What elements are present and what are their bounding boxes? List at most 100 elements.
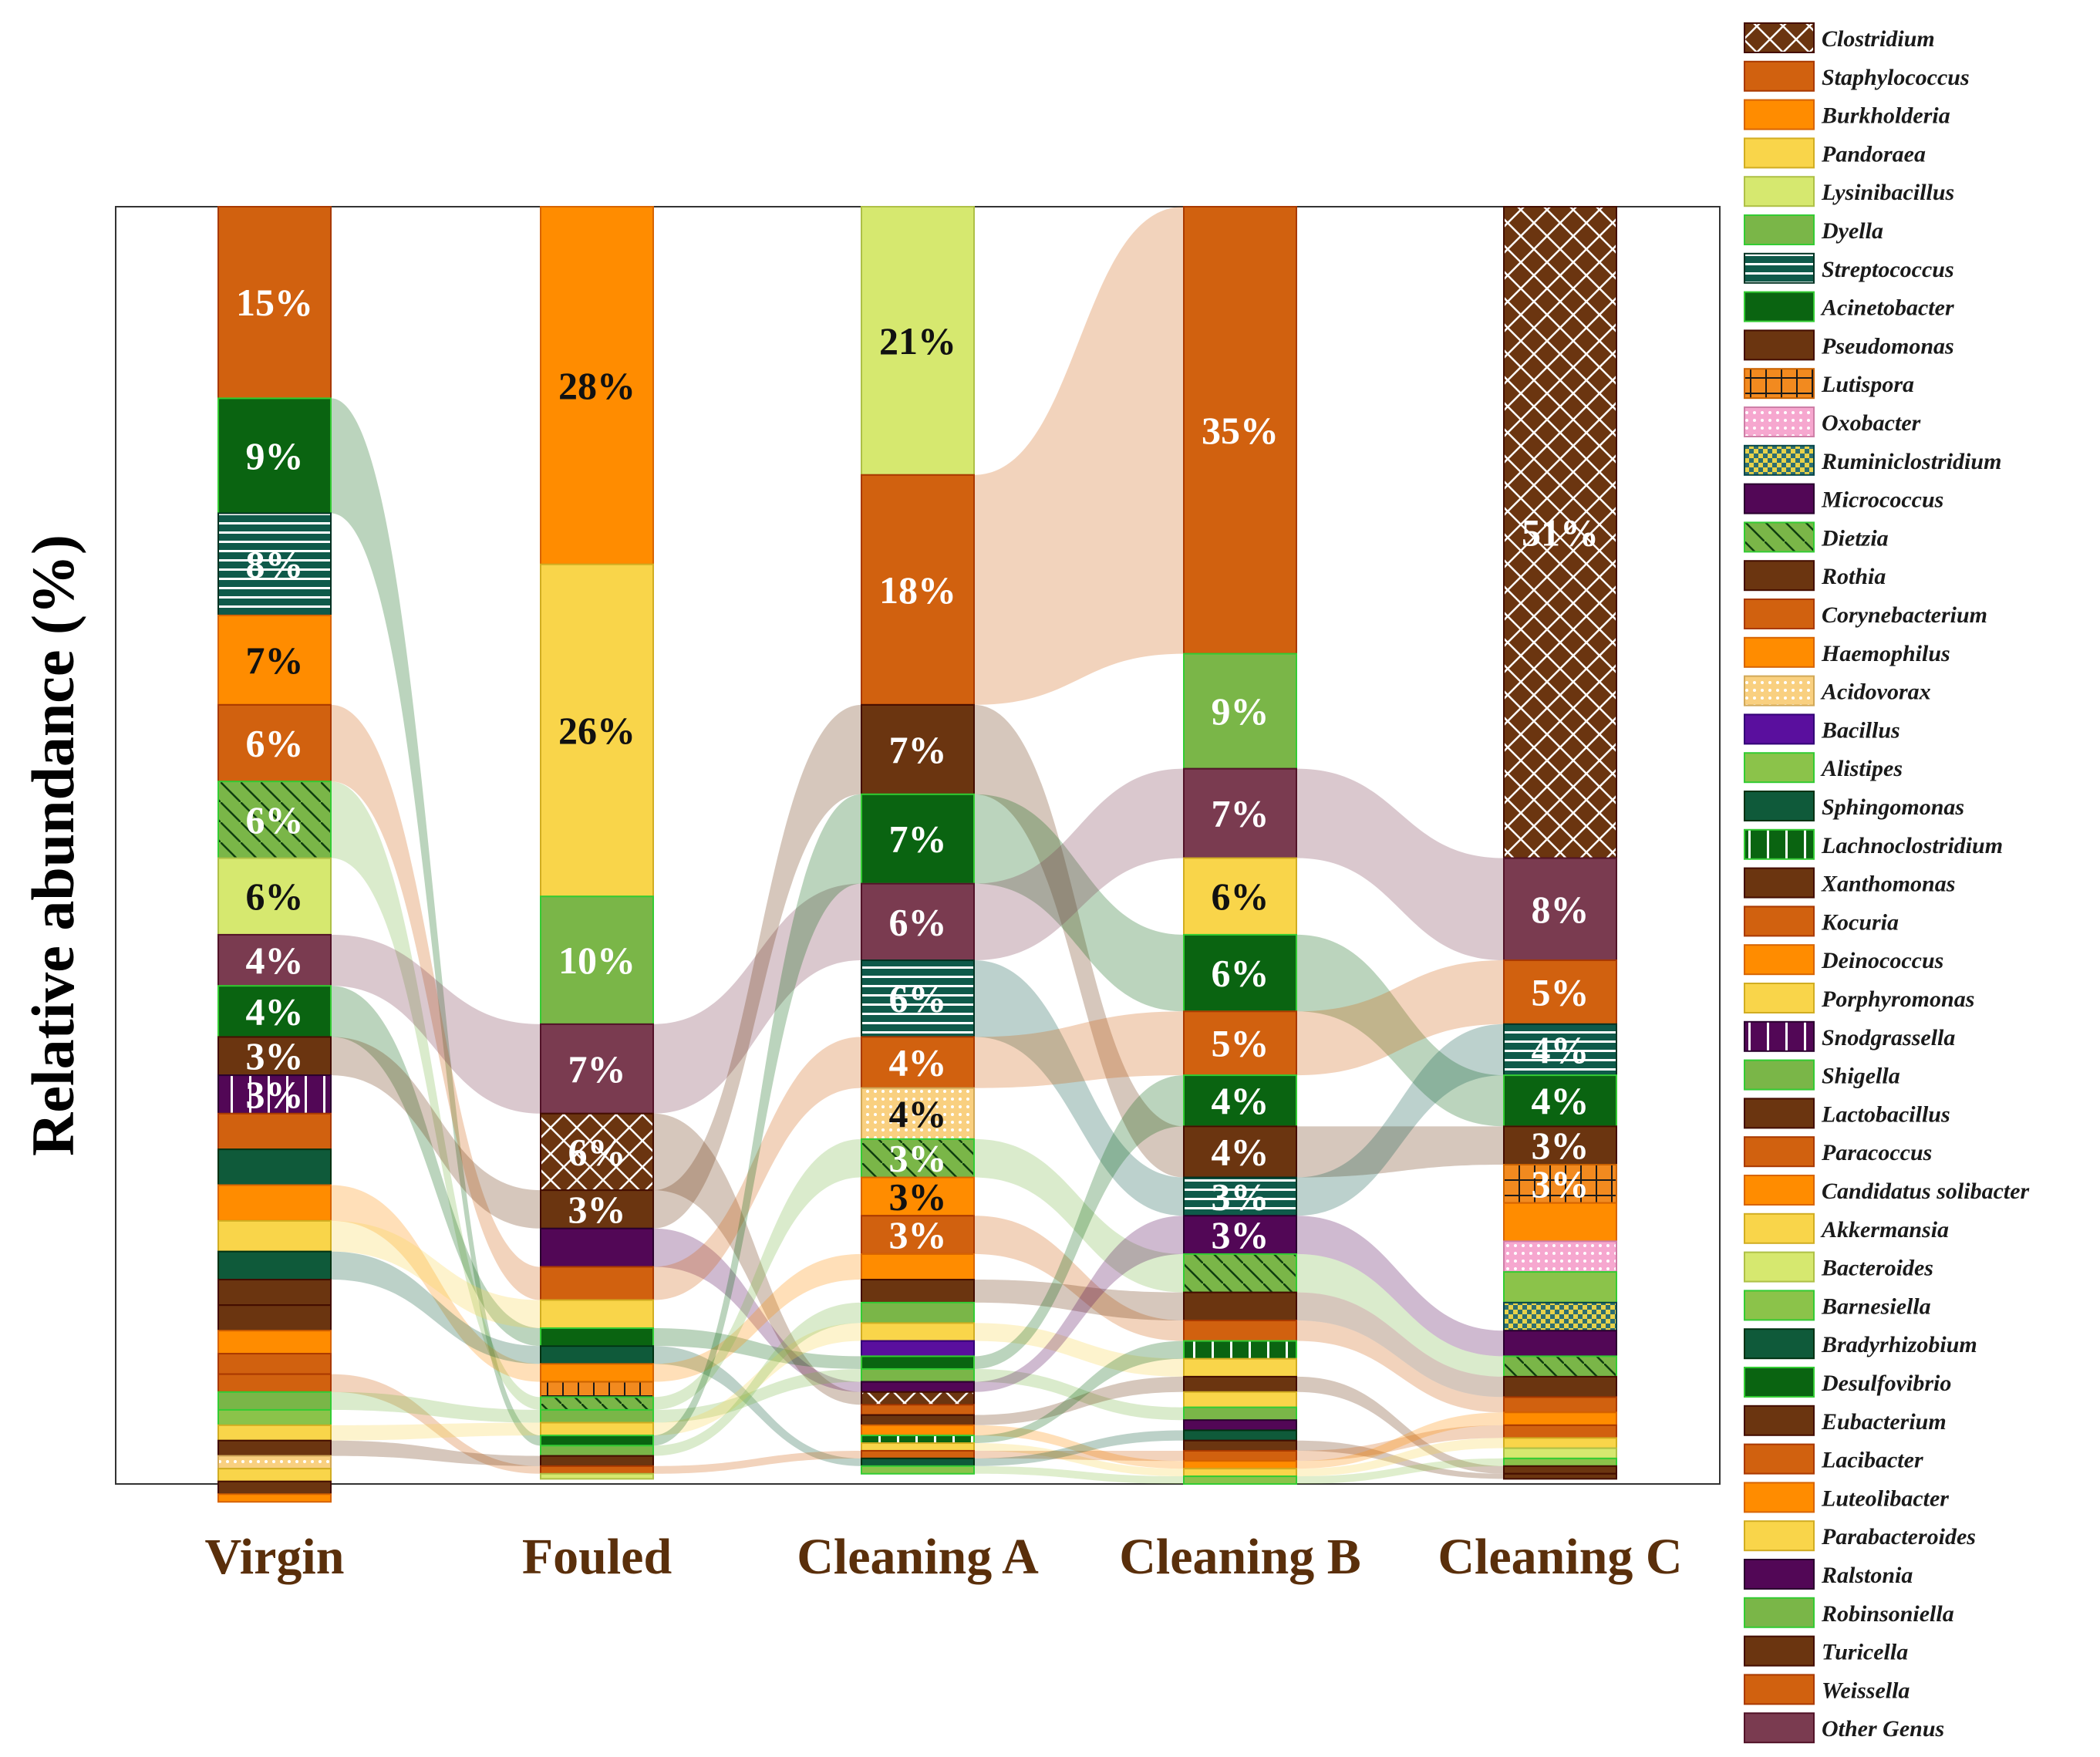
legend-item-robinsoniella: Robinsoniella — [1744, 1597, 1954, 1628]
segment-cleaning-b-ralstonia — [1183, 1419, 1297, 1432]
segment-fouled-bacteroides — [540, 1472, 654, 1480]
segment-cleaning-c-rothia — [1503, 1375, 1617, 1398]
legend-swatch-parabacteroides — [1744, 1520, 1815, 1552]
segment-cleaning-a-parabacteroides — [861, 1442, 975, 1452]
legend-item-clostridium: Clostridium — [1744, 22, 1935, 53]
legend-label-lachnoclostridium: Lachnoclostridium — [1821, 833, 2003, 858]
flow-rothia-4-to-5 — [1296, 1292, 1504, 1398]
flow-pseudomonas-4-to-5 — [1296, 1126, 1504, 1178]
legend-item-pandoraea: Pandoraea — [1744, 137, 1926, 169]
segment-fouled-porphyromonas — [540, 1299, 654, 1329]
legend-swatch-lutispora — [1744, 368, 1815, 400]
segment-label-virgin-staphylococcus: 15% — [236, 281, 313, 324]
flow-porphyromonas-1-to-2 — [331, 1220, 541, 1328]
legend-swatch-ralstonia — [1744, 1559, 1815, 1590]
legend-swatch-acidovorax — [1744, 675, 1815, 707]
segment-virgin-pseudomonas — [217, 1036, 332, 1077]
legend-swatch-bacteroides — [1744, 1251, 1815, 1283]
segment-virgin-candidatus-solibacter — [217, 1493, 332, 1503]
legend-item-deinococcus: Deinococcus — [1744, 944, 1943, 976]
segment-cleaning-c-lutispora — [1503, 1164, 1617, 1204]
segment-cleaning-a-lacibacter — [861, 1404, 975, 1416]
segment-cleaning-a-kocuria — [861, 1215, 975, 1255]
legend-item-haemophilus: Haemophilus — [1744, 636, 1950, 668]
segment-cleaning-a-eubacterium — [861, 1414, 975, 1426]
legend-item-lacibacter: Lacibacter — [1744, 1443, 1923, 1475]
segment-cleaning-b-staphylococcus — [1183, 206, 1297, 655]
segment-cleaning-c-luteolibacter — [1503, 1411, 1617, 1426]
legend-item-streptococcus: Streptococcus — [1744, 252, 1954, 284]
segment-fouled-micrococcus — [540, 1227, 654, 1268]
segment-label-cleaning-a-streptococcus: 6% — [889, 977, 947, 1020]
segment-label-cleaning-c-acinetobacter: 4% — [1532, 1079, 1589, 1122]
segment-fouled-dietzia — [540, 1396, 654, 1411]
flow-corynebacterium-1-to-2 — [331, 704, 541, 1300]
legend-swatch-xanthomonas — [1744, 867, 1815, 899]
legend-swatch-porphyromonas — [1744, 983, 1815, 1013]
segment-virgin-haemophilus — [217, 614, 332, 706]
segment-cleaning-b-weissella — [1183, 1449, 1297, 1462]
legend-label-corynebacterium: Corynebacterium — [1822, 602, 1987, 628]
flow-staphylococcus-3-to-4 — [974, 207, 1184, 705]
segment-virgin-weissella — [217, 1373, 332, 1393]
segment-label-fouled-pandoraea: 26% — [558, 709, 635, 752]
legend-swatch-paracoccus — [1744, 1136, 1815, 1168]
legend-label-ralstonia: Ralstonia — [1821, 1563, 1913, 1588]
flow-akkermansia-2-to-3 — [653, 1323, 861, 1436]
segment-fouled-acinetobacter — [540, 1435, 654, 1447]
segment-cleaning-b-robinsoniella — [1183, 1406, 1297, 1421]
legend-item-acidovorax: Acidovorax — [1744, 675, 1931, 707]
stack-cleaning-c — [1503, 206, 1617, 1480]
flow-pseudomonas-3-to-4 — [974, 704, 1184, 1178]
legend-item-turicella: Turicella — [1744, 1635, 1908, 1667]
legend-item-staphylococcus: Staphylococcus — [1744, 60, 1970, 92]
segment-cleaning-b-desulfovibrio — [1183, 1074, 1297, 1128]
segment-cleaning-b-dietzia — [1183, 1253, 1297, 1293]
legend-swatch-barnesiella — [1744, 1290, 1815, 1321]
flow-luteolibacter-4-to-5 — [1296, 1412, 1504, 1469]
legend-swatch-weissella — [1744, 1674, 1815, 1705]
flow-layer — [331, 207, 1504, 1484]
segment-cleaning-c-haemophilus — [1503, 1202, 1617, 1243]
x-axis-ticks: Virgin Fouled Cleaning A Cleaning B Cleaning… — [205, 1529, 1683, 1585]
legend-label-lactobacillus: Lactobacillus — [1821, 1101, 1950, 1127]
flow-dietzia-3-to-4 — [974, 1138, 1184, 1293]
flow-parabacteroides-3-to-4 — [974, 1443, 1184, 1477]
segment-cleaning-a-staphylococcus — [861, 474, 975, 706]
segment-label-cleaning-c-lutispora: 3% — [1532, 1162, 1589, 1206]
segment-fouled-shigella — [540, 1445, 654, 1457]
legend-label-deinococcus: Deinococcus — [1821, 948, 1943, 973]
segment-virgin-dietzia — [217, 781, 332, 859]
segment-cleaning-a-pseudomonas — [861, 703, 975, 795]
legend-label-luteolibacter: Luteolibacter — [1821, 1486, 1949, 1511]
segment-label-layer: 15%9%8%7%6%6%6%4%4%3%3%28%26%10%7%6%3%21… — [236, 281, 1599, 1256]
legend-item-lutispora: Lutispora — [1744, 368, 1914, 400]
legend-label-acidovorax: Acidovorax — [1820, 680, 1931, 705]
legend-swatch-eubacterium — [1744, 1405, 1815, 1436]
segment-virgin-acidovorax — [217, 1455, 332, 1470]
legend-label-dietzia: Dietzia — [1821, 525, 1889, 551]
flow-lachnoclostridium-3-to-4 — [974, 1341, 1184, 1444]
segment-virgin-deinococcus — [217, 1184, 332, 1222]
segment-label-cleaning-b-dyella: 9% — [1212, 690, 1269, 733]
legend-swatch-oxobacter — [1744, 406, 1815, 437]
segment-cleaning-a-haemophilus — [861, 1176, 975, 1217]
flow-robinsoniella-1-to-2 — [331, 1391, 541, 1423]
segment-virgin-akkermansia — [217, 1424, 332, 1442]
segment-cleaning-b-corynebacterium — [1183, 1010, 1297, 1077]
flow-corynebacterium-3-to-4 — [974, 1011, 1184, 1088]
flow-other-genus-2-to-3 — [653, 883, 861, 1114]
segment-fouled-deinococcus — [540, 1363, 654, 1383]
segment-label-cleaning-b-corynebacterium: 5% — [1212, 1022, 1269, 1065]
segment-fouled-turicella — [540, 1455, 654, 1467]
segment-fouled-bradyrhizobium — [540, 1345, 654, 1365]
legend-item-corynebacterium: Corynebacterium — [1744, 599, 1987, 629]
segment-cleaning-c-eubacterium — [1503, 1465, 1617, 1475]
flow-weissella-4-to-5 — [1296, 1425, 1504, 1462]
segment-cleaning-b-eubacterium — [1183, 1375, 1297, 1393]
legend-swatch-candidatus-solibacter — [1744, 1175, 1815, 1206]
segment-virgin-eubacterium — [217, 1304, 332, 1332]
legend-item-burkholderia: Burkholderia — [1744, 99, 1950, 130]
flow-barnesiella-4-to-5 — [1296, 1458, 1504, 1484]
